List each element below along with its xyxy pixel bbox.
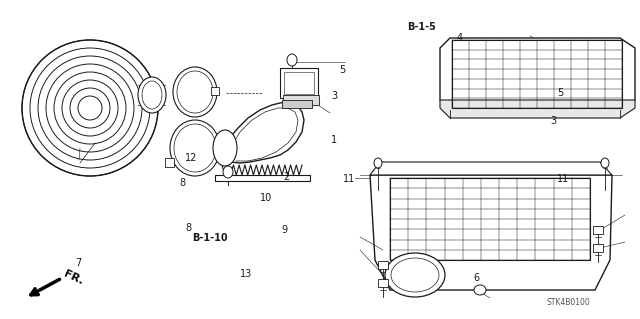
Polygon shape (440, 100, 635, 118)
Text: 2: 2 (284, 172, 290, 182)
Text: 8: 8 (186, 223, 192, 233)
Text: 9: 9 (282, 225, 288, 235)
Text: B-1-5: B-1-5 (406, 22, 436, 32)
Ellipse shape (177, 71, 213, 113)
Polygon shape (220, 102, 304, 163)
Bar (378, 279, 388, 287)
Text: 6: 6 (474, 272, 480, 283)
Ellipse shape (374, 158, 382, 168)
Ellipse shape (173, 67, 217, 117)
Polygon shape (370, 175, 612, 290)
Text: STK4B0100: STK4B0100 (547, 298, 590, 307)
Bar (282, 100, 312, 108)
Bar (284, 72, 314, 94)
Bar (165, 158, 174, 167)
Text: 11: 11 (557, 174, 570, 184)
Ellipse shape (213, 130, 237, 166)
Text: B-1-10: B-1-10 (192, 233, 228, 243)
Ellipse shape (170, 120, 220, 176)
Text: 8: 8 (179, 178, 186, 189)
Polygon shape (370, 162, 612, 175)
Text: 4: 4 (456, 33, 463, 43)
Text: 3: 3 (331, 91, 337, 101)
Ellipse shape (142, 81, 162, 109)
Bar (390, 178, 590, 260)
Bar (593, 244, 603, 252)
Text: 5: 5 (557, 87, 563, 98)
Text: 11: 11 (342, 174, 355, 184)
Text: 13: 13 (240, 269, 253, 279)
Text: 7: 7 (76, 258, 82, 268)
Ellipse shape (474, 285, 486, 295)
Bar (452, 40, 622, 108)
Ellipse shape (138, 77, 166, 113)
Polygon shape (440, 38, 635, 110)
Bar (215, 175, 310, 181)
Ellipse shape (287, 54, 297, 66)
Bar (283, 95, 319, 105)
Bar (211, 87, 219, 95)
Ellipse shape (385, 253, 445, 297)
Ellipse shape (391, 258, 439, 292)
Text: 5: 5 (339, 65, 346, 75)
Bar (378, 261, 388, 269)
Text: 3: 3 (550, 116, 557, 126)
Ellipse shape (223, 166, 233, 178)
Text: 1: 1 (331, 135, 337, 145)
Text: 10: 10 (259, 193, 272, 203)
Text: FR.: FR. (62, 269, 85, 287)
Bar (593, 226, 603, 234)
Ellipse shape (601, 158, 609, 168)
Text: 12: 12 (184, 153, 197, 163)
Bar (280, 68, 318, 98)
Ellipse shape (22, 40, 158, 176)
Ellipse shape (174, 124, 216, 172)
